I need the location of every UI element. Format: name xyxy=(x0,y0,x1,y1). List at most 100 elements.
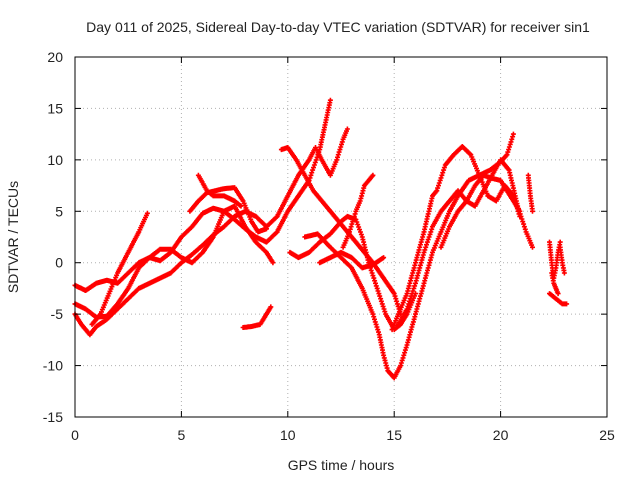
data-point xyxy=(414,292,417,295)
data-point xyxy=(303,235,307,239)
y-tick-label: -5 xyxy=(51,306,64,322)
data-point xyxy=(431,251,434,254)
y-tick-label: 15 xyxy=(47,100,63,116)
data-point xyxy=(397,323,400,326)
y-tick-label: 20 xyxy=(47,49,63,65)
data-point xyxy=(382,354,385,357)
data-point xyxy=(512,199,515,203)
data-point xyxy=(275,230,279,234)
y-tick-label: 0 xyxy=(55,255,63,271)
grid xyxy=(75,57,607,417)
series-s10 xyxy=(302,131,516,381)
data-point xyxy=(212,207,215,210)
data-point xyxy=(205,189,209,192)
data-point xyxy=(233,215,236,218)
data-point xyxy=(348,230,351,234)
data-point xyxy=(280,148,283,151)
data-point xyxy=(499,158,502,162)
data-point xyxy=(486,194,490,198)
data-point xyxy=(512,132,515,136)
series-s7 xyxy=(240,304,274,330)
y-axis-label: SDTVAR / TECUs xyxy=(5,181,21,293)
data-point xyxy=(190,261,194,264)
data-point xyxy=(222,210,226,213)
data-point xyxy=(146,212,149,215)
data-point xyxy=(222,225,226,228)
data-point xyxy=(318,261,321,264)
data-point xyxy=(439,246,443,249)
data-point xyxy=(346,127,349,131)
data-point xyxy=(548,292,551,295)
data-point xyxy=(361,266,364,270)
data-point xyxy=(169,271,172,275)
data-point xyxy=(456,194,460,198)
data-point xyxy=(201,212,204,215)
data-point xyxy=(148,256,151,259)
data-point xyxy=(505,189,509,192)
data-point xyxy=(288,251,292,254)
data-point xyxy=(307,251,311,254)
data-point xyxy=(241,326,245,329)
data-point xyxy=(180,235,183,239)
data-point xyxy=(239,204,243,208)
series-s19 xyxy=(547,291,570,307)
data-point xyxy=(550,261,553,264)
data-point xyxy=(554,287,558,290)
data-point xyxy=(250,220,253,223)
data-point xyxy=(558,246,562,249)
data-point xyxy=(554,297,558,300)
data-point xyxy=(233,199,236,203)
data-point xyxy=(90,323,94,326)
x-tick-label: 25 xyxy=(599,427,615,443)
data-point xyxy=(473,184,477,187)
data-point xyxy=(448,199,451,203)
series-s16 xyxy=(525,172,535,214)
data-point xyxy=(116,282,119,285)
data-point xyxy=(295,158,298,162)
data-point xyxy=(439,210,443,213)
data-point xyxy=(382,256,385,259)
data-point xyxy=(431,194,434,198)
data-point xyxy=(137,266,141,270)
data-point xyxy=(188,210,192,213)
data-point xyxy=(350,266,353,270)
data-point xyxy=(222,187,226,190)
data-point xyxy=(316,232,319,236)
data-point xyxy=(318,148,321,151)
y-tick-label: 10 xyxy=(47,152,63,168)
data-point xyxy=(531,210,534,213)
data-point xyxy=(361,287,364,290)
data-point xyxy=(448,225,451,228)
data-point xyxy=(354,210,358,213)
y-tick-label: 5 xyxy=(55,203,63,219)
data-point xyxy=(158,276,162,280)
data-point xyxy=(556,292,560,295)
data-point xyxy=(169,248,172,251)
data-point xyxy=(265,227,268,230)
data-point xyxy=(80,323,83,326)
data-point xyxy=(490,177,494,180)
data-point xyxy=(375,287,379,290)
data-point xyxy=(363,184,366,187)
data-point xyxy=(107,292,111,295)
data-point xyxy=(320,199,324,203)
data-point xyxy=(269,305,272,309)
data-point xyxy=(265,240,268,244)
data-point xyxy=(256,230,260,234)
series-s18 xyxy=(557,244,567,276)
data-point xyxy=(422,251,426,254)
data-point xyxy=(116,302,119,306)
data-point xyxy=(212,194,215,198)
data-point xyxy=(399,364,402,367)
data-point xyxy=(527,174,530,177)
data-point xyxy=(250,325,253,328)
data-point xyxy=(393,376,396,380)
data-point xyxy=(335,158,338,162)
data-point xyxy=(505,153,509,156)
data-point xyxy=(405,307,409,311)
data-series xyxy=(72,97,570,381)
data-point xyxy=(552,282,555,285)
data-point xyxy=(329,232,332,236)
data-point xyxy=(190,225,194,228)
series-s4 xyxy=(89,210,150,327)
